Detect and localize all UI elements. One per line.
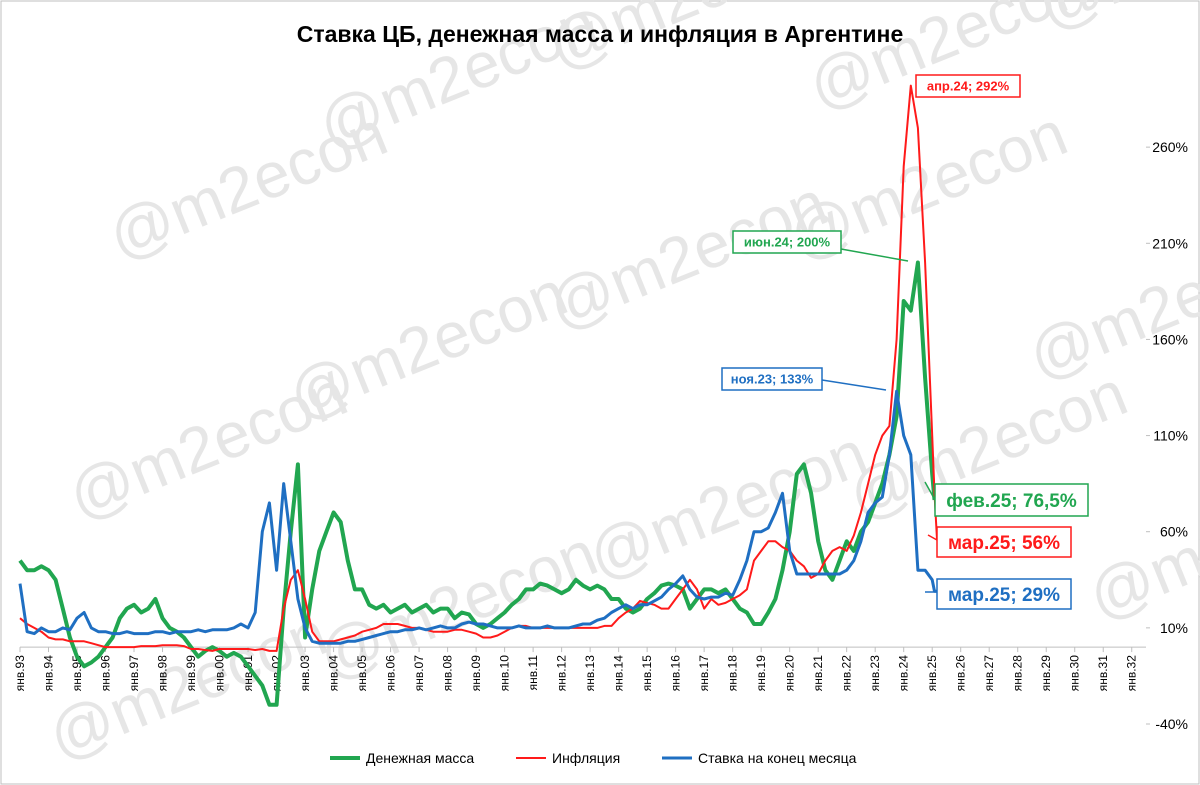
annotation-leader xyxy=(821,379,887,391)
x-tick-label: янв.04 xyxy=(327,655,341,692)
x-tick-label: янв.24 xyxy=(897,655,911,692)
x-tick-label: янв.31 xyxy=(1096,655,1110,692)
x-tick-label: янв.10 xyxy=(498,655,512,692)
x-tick-label: янв.15 xyxy=(640,655,654,692)
annotation-box xyxy=(936,578,1072,610)
annotation-text: мар.25; 29% xyxy=(948,585,1060,606)
x-tick-label: янв.09 xyxy=(469,655,483,692)
x-tick-label: янв.11 xyxy=(526,655,540,691)
annotation-leader xyxy=(840,248,909,262)
x-tick-label: янв.22 xyxy=(840,655,854,692)
x-tick-label: янв.14 xyxy=(612,655,626,692)
series-line xyxy=(18,260,937,707)
annotation-text: апр.24; 292% xyxy=(927,79,1010,94)
x-tick-label: янв.07 xyxy=(412,655,426,692)
x-tick-label: янв.13 xyxy=(583,655,597,692)
x-tick-label: янв.98 xyxy=(156,655,170,692)
x-tick-label: янв.05 xyxy=(355,655,369,692)
x-tick-label: янв.21 xyxy=(811,655,825,692)
x-tick-label: янв.99 xyxy=(184,655,198,692)
x-tick-label: янв.06 xyxy=(384,655,398,692)
x-tick-label: янв.25 xyxy=(925,655,939,692)
annotation-text: июн.24; 200% xyxy=(744,235,831,250)
y-tick-label: 210% xyxy=(1152,235,1188,251)
x-tick-label: янв.23 xyxy=(868,655,882,692)
annotation-box xyxy=(936,526,1072,558)
x-tick-label: янв.93 xyxy=(13,655,27,692)
x-tick-label: янв.12 xyxy=(555,655,569,692)
x-tick-label: янв.20 xyxy=(783,655,797,692)
x-tick-label: янв.94 xyxy=(42,655,56,692)
x-tick-label: янв.00 xyxy=(213,655,227,692)
x-tick-label: янв.19 xyxy=(754,655,768,692)
annotation-text: ноя.23; 133% xyxy=(731,372,814,387)
y-tick-label: 110% xyxy=(1153,428,1188,444)
x-tick-label: янв.03 xyxy=(298,655,312,692)
x-tick-label: янв.08 xyxy=(441,655,455,692)
y-tick-label: 60% xyxy=(1160,524,1188,540)
annotation-text: мар.25; 56% xyxy=(948,533,1060,554)
annotation-text: фев.25; 76,5% xyxy=(946,491,1077,512)
x-tick-label: янв.32 xyxy=(1125,655,1139,692)
x-tick-label: янв.29 xyxy=(1039,655,1053,692)
x-tick-label: янв.97 xyxy=(127,655,141,692)
annotation-box xyxy=(732,230,842,254)
legend-label: Ставка на конец месяца xyxy=(698,750,857,766)
annotation-box xyxy=(915,74,1021,98)
annotation-leader xyxy=(924,481,936,501)
x-tick-label: янв.27 xyxy=(982,655,996,692)
x-tick-label: янв.26 xyxy=(954,655,968,692)
y-tick-label: -40% xyxy=(1155,716,1188,732)
x-tick-label: янв.18 xyxy=(726,655,740,692)
annotation-box xyxy=(721,367,823,391)
legend-label: Денежная масса xyxy=(366,750,474,766)
x-tick-label: янв.30 xyxy=(1068,655,1082,692)
chart-title: Ставка ЦБ, денежная масса и инфляция в А… xyxy=(297,21,904,47)
annotation-box xyxy=(934,483,1089,517)
x-tick-label: янв.28 xyxy=(1011,655,1025,692)
x-tick-label: янв.17 xyxy=(697,655,711,692)
x-tick-label: янв.96 xyxy=(99,655,113,692)
y-tick-label: 260% xyxy=(1152,139,1188,155)
y-tick-label: 10% xyxy=(1160,620,1188,636)
x-tick-label: янв.16 xyxy=(669,655,683,692)
series-line xyxy=(18,389,937,645)
y-tick-label: 160% xyxy=(1152,331,1188,347)
annotation-leader xyxy=(927,534,938,541)
legend-label: Инфляция xyxy=(552,750,620,766)
